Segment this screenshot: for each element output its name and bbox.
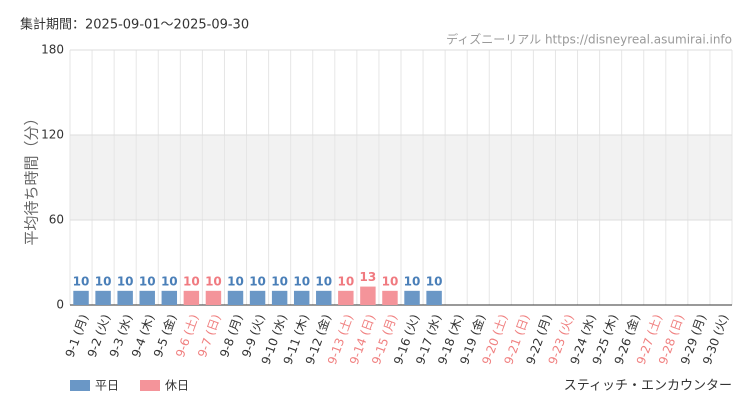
y-tick-label: 60 bbox=[49, 213, 64, 227]
data-label: 10 bbox=[161, 274, 178, 288]
bar bbox=[95, 290, 111, 305]
source: ディズニーリアル https://disneyreal.asumirai.inf… bbox=[446, 32, 732, 47]
data-label: 10 bbox=[249, 274, 266, 288]
bar bbox=[293, 290, 310, 305]
data-label: 10 bbox=[404, 274, 421, 288]
data-label: 10 bbox=[73, 274, 90, 288]
data-label: 10 bbox=[117, 274, 134, 288]
bar bbox=[183, 290, 200, 305]
legend-swatch bbox=[70, 380, 90, 391]
footer: スティッチ・エンカウンター bbox=[564, 379, 732, 394]
bar bbox=[139, 290, 155, 305]
legend-swatch bbox=[140, 380, 160, 391]
data-label: 13 bbox=[360, 270, 377, 284]
bar bbox=[404, 290, 420, 305]
data-label: 10 bbox=[205, 274, 222, 288]
data-label: 10 bbox=[293, 274, 310, 288]
bar bbox=[205, 290, 222, 305]
data-label: 10 bbox=[95, 274, 112, 288]
data-label: 10 bbox=[227, 274, 244, 288]
y-tick-label: 0 bbox=[56, 298, 64, 312]
y-axis-label: 平均待ち時間（分） bbox=[23, 110, 41, 245]
bar bbox=[73, 290, 89, 305]
bar bbox=[382, 290, 398, 305]
bar bbox=[360, 286, 376, 305]
bar bbox=[161, 290, 178, 305]
chart-title: 集計期間：2025-09-01～2025-09-30 bbox=[20, 17, 249, 33]
data-label: 10 bbox=[139, 274, 156, 288]
data-label: 10 bbox=[382, 274, 399, 288]
bar bbox=[271, 290, 288, 305]
data-label: 10 bbox=[271, 274, 288, 288]
data-label: 10 bbox=[315, 274, 332, 288]
bar bbox=[338, 290, 354, 305]
legend-label: 休日 bbox=[165, 379, 189, 393]
y-tick-label: 120 bbox=[41, 128, 64, 142]
legend-label: 平日 bbox=[95, 379, 119, 393]
data-label: 10 bbox=[337, 274, 354, 288]
y-tick-label: 180 bbox=[41, 43, 64, 57]
bar bbox=[227, 290, 244, 305]
bar bbox=[249, 290, 266, 305]
bar bbox=[117, 290, 133, 305]
data-label: 10 bbox=[183, 274, 200, 288]
bar bbox=[426, 290, 442, 305]
data-label: 10 bbox=[426, 274, 443, 288]
bar bbox=[316, 290, 332, 305]
